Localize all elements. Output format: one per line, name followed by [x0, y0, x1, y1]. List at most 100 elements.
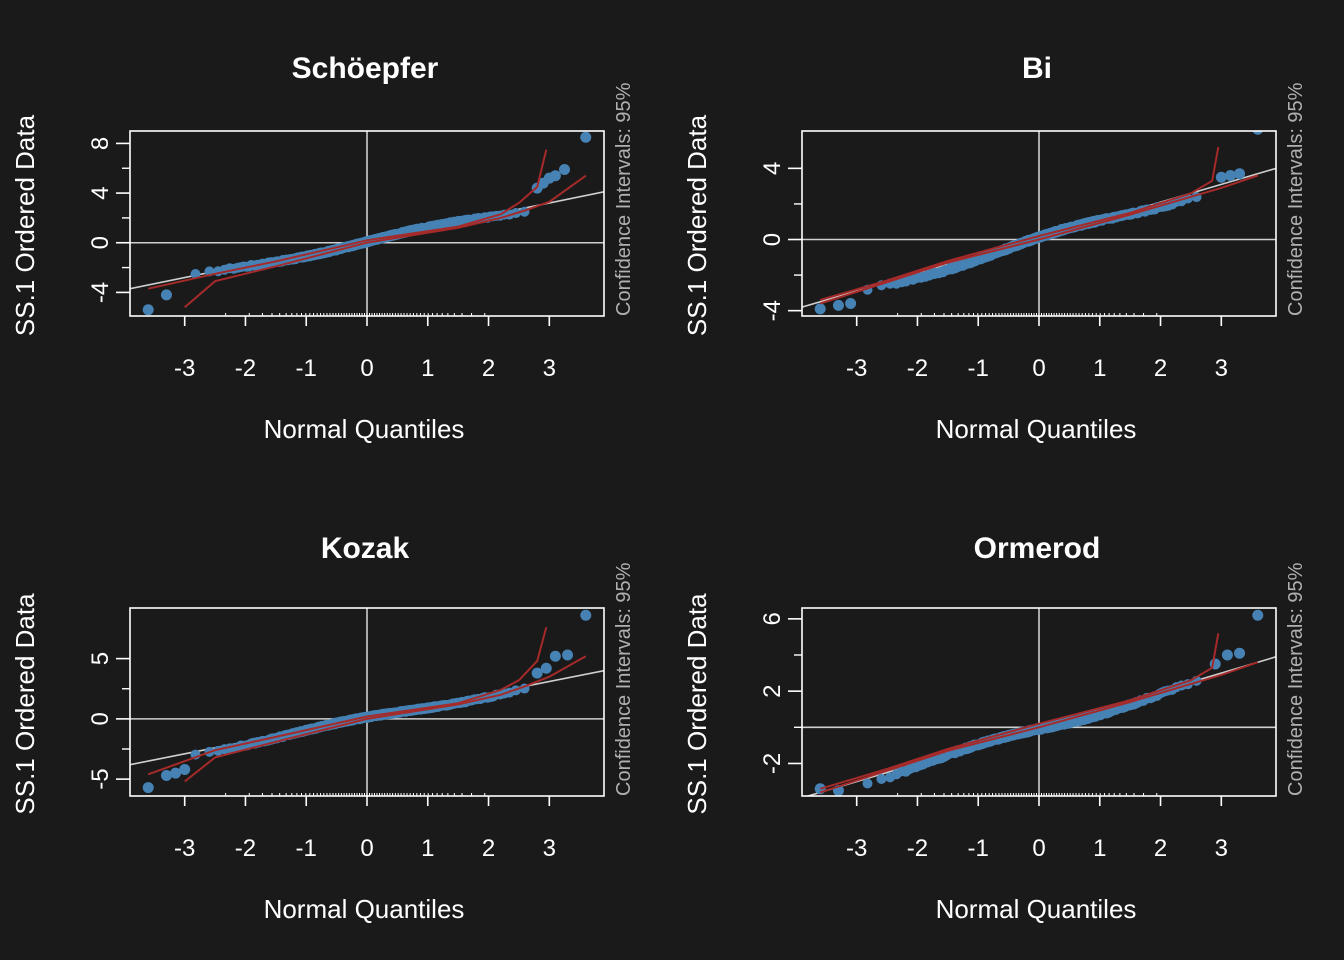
x-axis-label: Normal Quantiles: [264, 414, 465, 444]
x-tick-label: -2: [235, 835, 256, 862]
x-tick-label: -3: [846, 835, 867, 862]
qq-point: [1221, 649, 1233, 661]
x-tick-label: 1: [1093, 355, 1106, 382]
qq-point: [1252, 609, 1264, 621]
ci-upper-curve: [147, 627, 548, 776]
x-tick-label: -1: [968, 835, 989, 862]
confidence-interval-label: Confidence Intervals: 95%: [1285, 562, 1307, 796]
qq-point: [1234, 168, 1246, 180]
panel-title: Schöepfer: [292, 52, 439, 85]
x-rug: [897, 313, 1158, 316]
y-axis-label: SS.1 Ordered Data: [10, 114, 40, 336]
panel-title: Bi: [1022, 52, 1052, 85]
x-axis-label: Normal Quantiles: [264, 894, 465, 924]
y-tick-label: -5: [87, 768, 114, 789]
x-tick-label: -2: [907, 355, 928, 382]
y-tick-label: 4: [87, 186, 114, 199]
x-tick-label: 0: [1032, 835, 1045, 862]
x-tick-label: 3: [1215, 835, 1228, 862]
x-tick-label: -3: [846, 355, 867, 382]
qq-panel-1: Schöepfer -3 -2 -1 0 1 2 3 -4 0 4 8 Normal Quantiles…: [10, 52, 635, 444]
ci-lower-curve: [819, 661, 1259, 794]
qq-point: [1215, 171, 1227, 183]
ci-upper-curve: [147, 149, 548, 290]
qq-point: [179, 763, 191, 775]
ci-upper-curve: [819, 146, 1220, 301]
qq-panel-2: Bi -3 -2 -1 0 1 2 3 -4 0 4 Normal Quantiles SS.1 Ord…: [682, 52, 1307, 444]
x-tick-label: 0: [1032, 355, 1045, 382]
y-tick-label: -2: [759, 753, 786, 774]
ci-lower-curve: [819, 174, 1259, 305]
y-tick-label: 0: [87, 236, 114, 249]
x-tick-label: -1: [968, 355, 989, 382]
y-tick-label: 0: [759, 233, 786, 246]
y-tick-label: 0: [87, 712, 114, 725]
qq-point: [190, 269, 201, 280]
x-tick-label: 2: [482, 355, 495, 382]
qq-point: [142, 304, 154, 316]
qq-panel-4: Ormerod -3 -2 -1 0 1 2 3 -2 2 6 Normal Quantiles SS.…: [682, 532, 1307, 924]
qq-point: [1252, 131, 1263, 135]
qq-point: [845, 298, 857, 310]
qq-point: [540, 662, 552, 674]
x-tick-label: 1: [421, 355, 434, 382]
qq-point: [876, 773, 887, 784]
qq-panel-3: Kozak -3 -2 -1 0 1 2 3 -5 0 5 Normal Quantiles SS.1 …: [10, 532, 635, 924]
x-tick-label: 0: [360, 835, 373, 862]
qq-point: [170, 767, 182, 779]
x-tick-label: 2: [1154, 355, 1167, 382]
confidence-interval-label: Confidence Intervals: 95%: [613, 562, 635, 796]
x-tick-label: 3: [1215, 355, 1228, 382]
qq-point: [1234, 647, 1246, 659]
qq-point: [549, 650, 561, 662]
x-tick-label: 1: [1093, 835, 1106, 862]
qq-point: [160, 289, 172, 301]
y-tick-label: 5: [87, 652, 114, 665]
qq-point: [142, 782, 154, 794]
qq-points: [814, 609, 1264, 796]
qq-point: [862, 778, 873, 789]
qq-point: [549, 170, 561, 182]
x-rug: [225, 313, 486, 316]
y-tick-label: -4: [759, 300, 786, 321]
x-tick-label: -2: [235, 355, 256, 382]
x-rug: [897, 793, 1158, 796]
qq-point: [832, 299, 844, 311]
qq-point: [531, 667, 543, 679]
ci-lower-curve: [184, 655, 587, 783]
confidence-interval-label: Confidence Intervals: 95%: [613, 82, 635, 316]
x-axis-label: Normal Quantiles: [936, 414, 1137, 444]
qq-point: [580, 609, 592, 621]
qq-point: [814, 303, 826, 315]
ci-lower-curve: [184, 174, 587, 309]
x-tick-label: -3: [174, 835, 195, 862]
qq-point: [559, 163, 570, 175]
x-tick-label: -3: [174, 355, 195, 382]
qq-point: [580, 131, 592, 143]
qq-point: [160, 770, 172, 782]
x-rug: [225, 793, 486, 796]
y-axis-label: SS.1 Ordered Data: [682, 114, 712, 336]
x-tick-label: 3: [543, 835, 556, 862]
qq-point: [562, 649, 574, 661]
x-tick-label: 1: [421, 835, 434, 862]
y-axis-label: SS.1 Ordered Data: [682, 593, 712, 815]
x-tick-label: 2: [482, 835, 495, 862]
y-tick-label: -4: [87, 282, 114, 303]
y-tick-label: 4: [759, 162, 786, 175]
panel-title: Ormerod: [974, 532, 1101, 565]
confidence-interval-label: Confidence Intervals: 95%: [1285, 82, 1307, 316]
y-tick-label: 8: [87, 137, 114, 150]
x-axis-label: Normal Quantiles: [936, 894, 1137, 924]
x-tick-label: 2: [1154, 835, 1167, 862]
y-tick-label: 2: [759, 684, 786, 697]
y-axis-label: SS.1 Ordered Data: [10, 593, 40, 815]
ci-upper-curve: [819, 633, 1220, 790]
y-tick-label: 6: [759, 612, 786, 625]
x-tick-label: -1: [296, 835, 317, 862]
panel-title: Kozak: [321, 532, 410, 565]
x-tick-label: -1: [296, 355, 317, 382]
qq-point: [1224, 169, 1236, 181]
